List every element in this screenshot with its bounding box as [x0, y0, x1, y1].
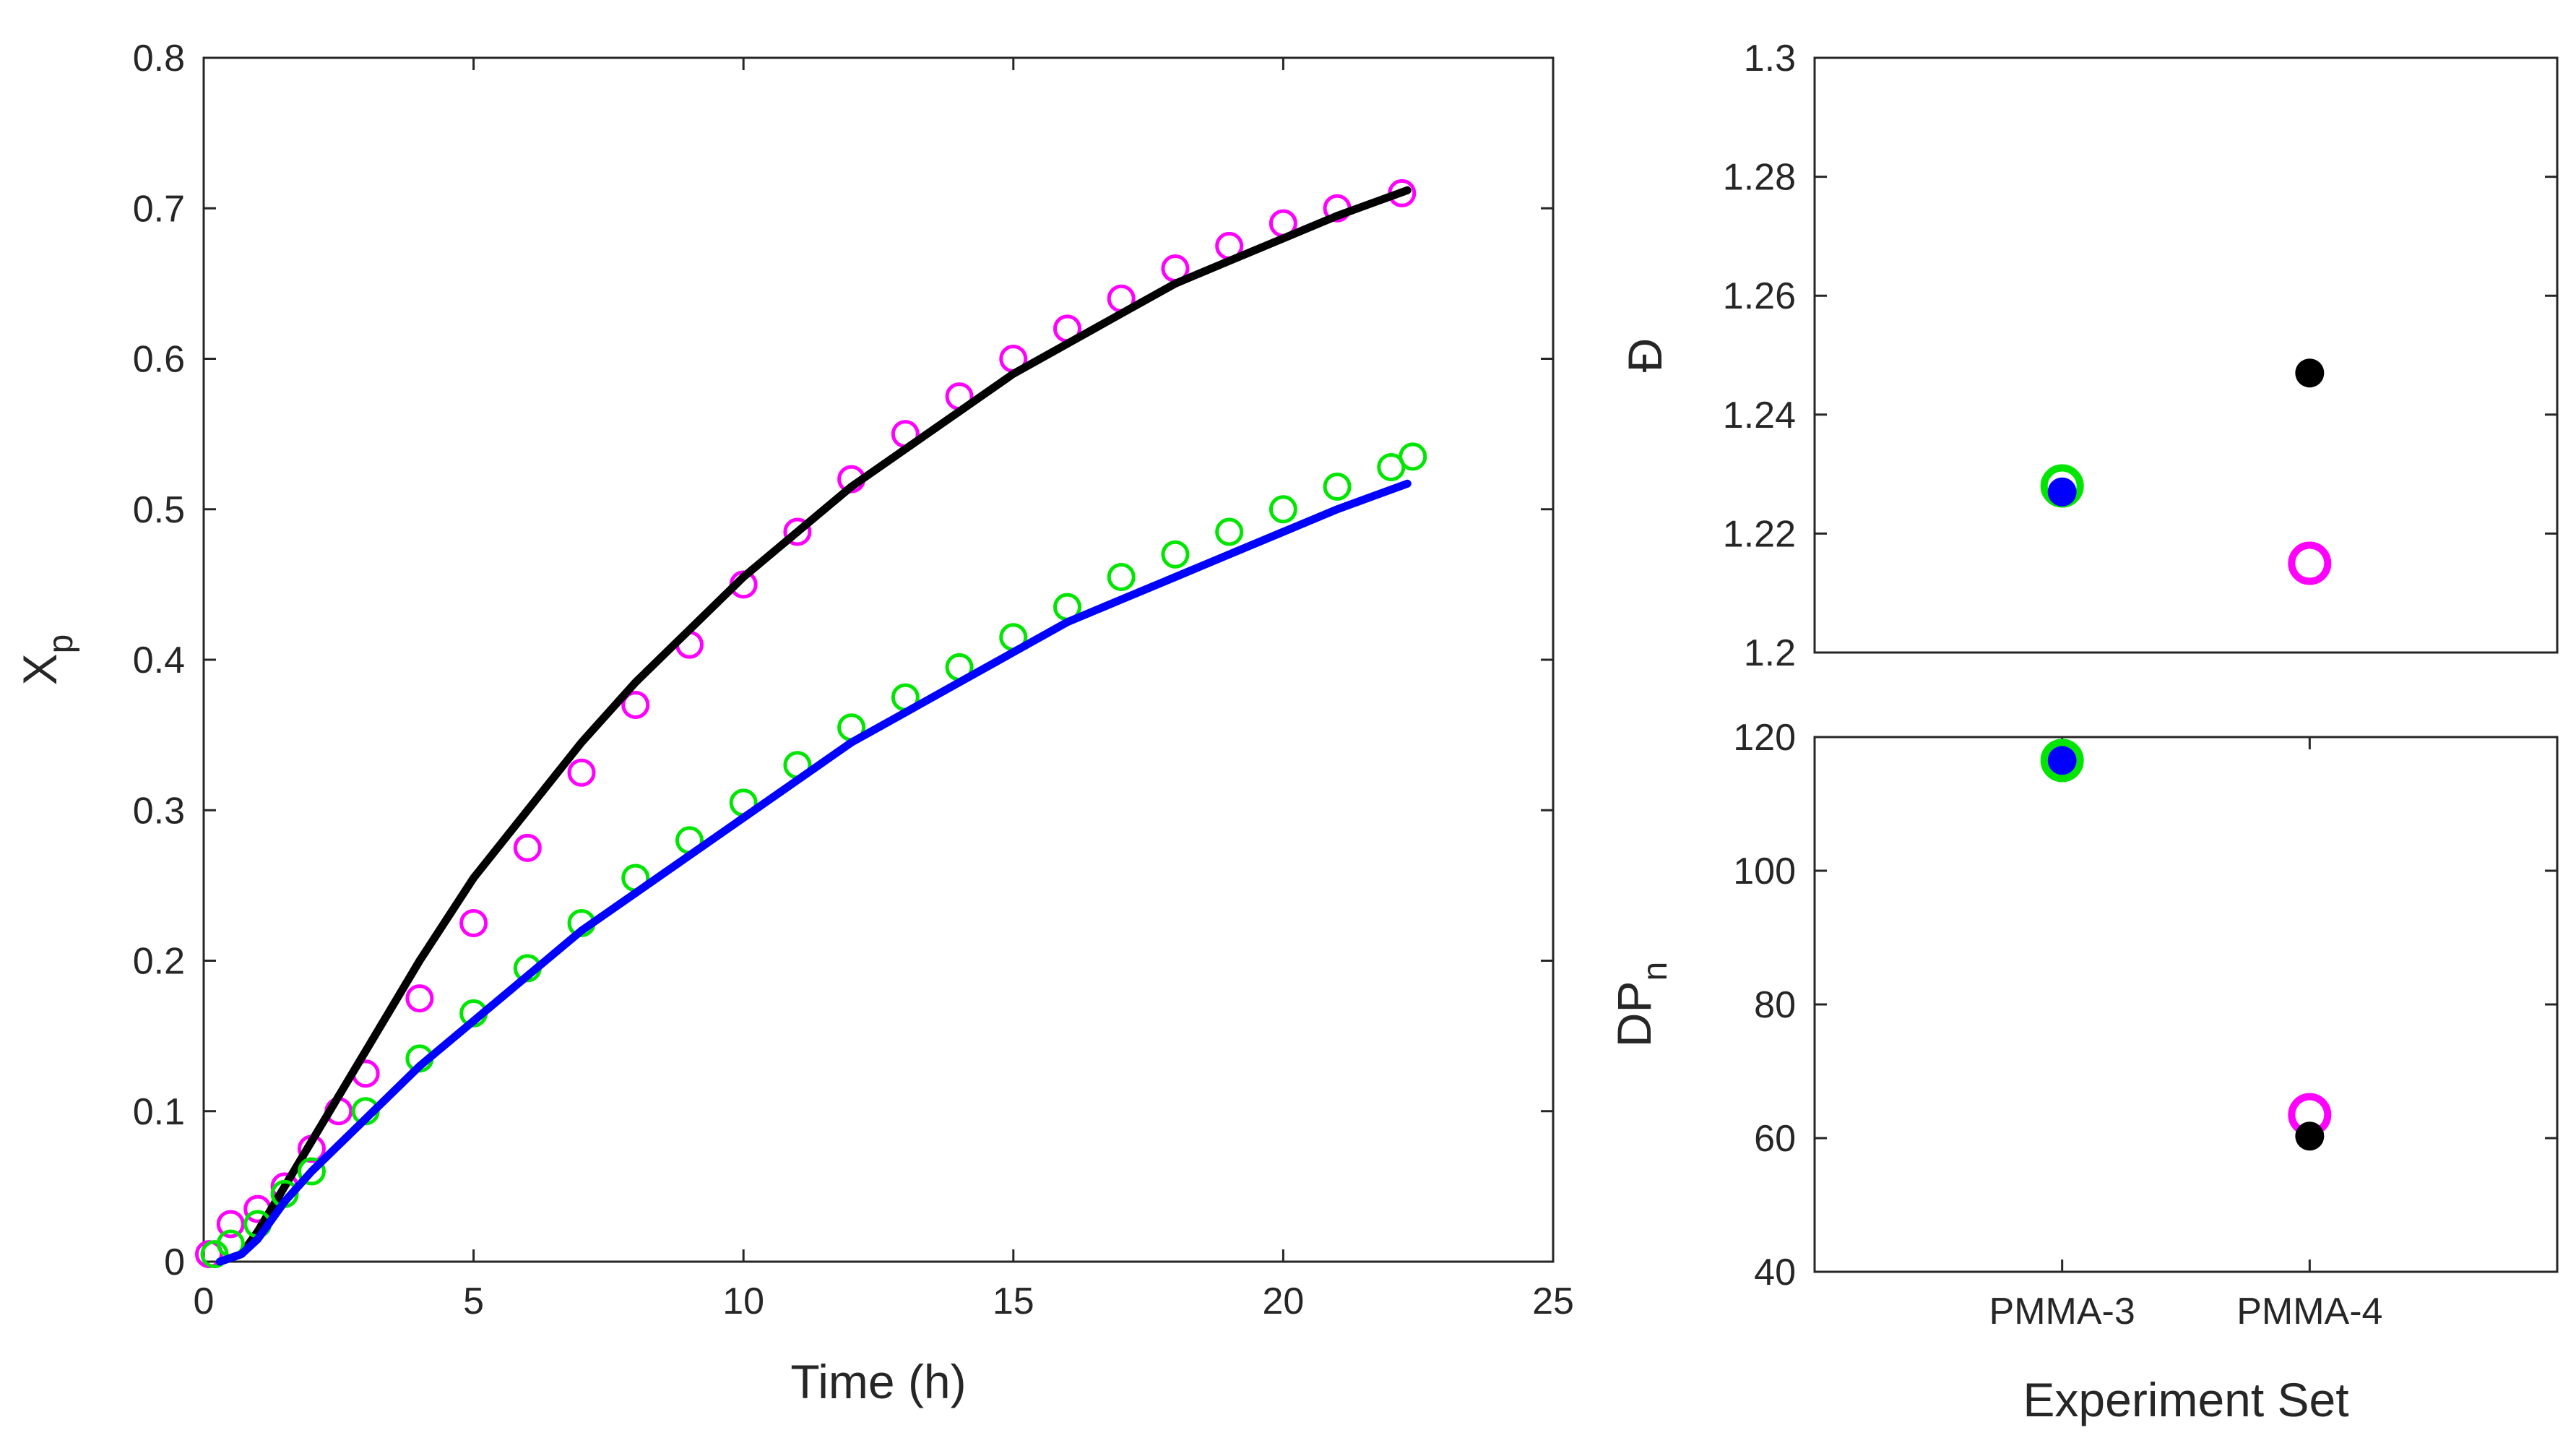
y-tick-label: 1.22 [1723, 513, 1796, 555]
series-pmma-4-model [2295, 358, 2325, 388]
y-tick-label: 1.24 [1723, 395, 1796, 436]
x-tick-label: 20 [1262, 1280, 1304, 1322]
data-point [621, 690, 650, 719]
y-tick-label: 0.2 [133, 941, 185, 983]
y-tick-label: 0 [164, 1241, 185, 1283]
y-tick-label: 100 [1733, 851, 1796, 892]
series-pmma-4-model [2295, 1121, 2325, 1151]
y-axis-label-main: X [13, 653, 66, 685]
data-point [513, 833, 542, 862]
y-tick-label: 0.4 [133, 640, 185, 681]
data-point [1161, 540, 1190, 569]
series-pmma-3-data [200, 442, 1427, 1269]
y-axis-label: Đ [1618, 338, 1672, 373]
data-point [783, 517, 812, 546]
series-pmma-3-exp [2040, 739, 2084, 783]
series-pmma-4-exp [2288, 541, 2332, 585]
x-axis-label: Experiment Set [2023, 1373, 2348, 1426]
chart-conversion: 0 0.1 0.2 0.3 0.4 0.5 0.6 0.7 0.8 0 5 10 15 20 25 Time … [13, 38, 1574, 1408]
y-axis-label-main: DP [1607, 981, 1661, 1048]
chart-dpn: 40 60 80 100 120 PMMA-3 PMMA-4 Experiment Set DP… [1607, 717, 2559, 1426]
x-tick-label: 0 [194, 1280, 215, 1322]
axes-box [1813, 56, 2559, 654]
data-point [216, 1210, 245, 1239]
y-tick-label: 0.5 [133, 489, 185, 531]
x-tick-label: PMMA-3 [1989, 1291, 2135, 1332]
y-axis-label-main: Đ [1618, 338, 1672, 373]
x-tick-label: 10 [722, 1280, 764, 1322]
data-point [405, 984, 434, 1013]
y-tick-label: 0.3 [133, 790, 185, 832]
data-point [2288, 541, 2332, 585]
y-tick-label: 40 [1754, 1252, 1796, 1293]
data-point [297, 1157, 326, 1186]
y-tick-label: 0.7 [133, 188, 185, 230]
x-axis-label: Time (h) [790, 1355, 966, 1408]
data-point [459, 908, 488, 937]
y-tick-label: 1.28 [1723, 157, 1796, 199]
data-point [2295, 358, 2325, 388]
series-pmma-3-model [215, 479, 1412, 1266]
y-tick-label: 120 [1733, 717, 1796, 759]
data-point [2047, 477, 2077, 507]
axes-box [1813, 736, 2559, 1273]
x-tick-label: 25 [1532, 1280, 1574, 1322]
data-point [2040, 739, 2084, 783]
y-axis-label-subscript: p [42, 634, 80, 654]
y-axis-label: DPn [1607, 962, 1674, 1047]
y-tick-label: 0.1 [133, 1091, 185, 1133]
data-point [1268, 495, 1297, 524]
series-pmma-3-model [2047, 746, 2077, 775]
data-point [2047, 746, 2077, 775]
data-point [1399, 442, 1427, 471]
y-tick-label: 60 [1754, 1118, 1796, 1160]
series-pmma-3-model [2047, 477, 2077, 507]
data-point [567, 758, 596, 787]
series-line [215, 186, 1412, 1266]
x-tick-label: PMMA-4 [2236, 1291, 2382, 1332]
series-pmma-4-model [215, 186, 1412, 1266]
y-tick-label: 1.3 [1744, 38, 1796, 79]
y-tick-label: 1.2 [1744, 632, 1796, 674]
x-tick-label: 5 [463, 1280, 484, 1322]
y-tick-label: 80 [1754, 984, 1796, 1026]
series-line [215, 479, 1412, 1266]
y-tick-label: 0.8 [133, 38, 185, 79]
y-axis-label-subscript: n [1636, 962, 1674, 981]
data-point [2295, 1121, 2325, 1151]
y-tick-label: 1.26 [1723, 275, 1796, 317]
data-point [1215, 517, 1244, 546]
y-tick-label: 0.6 [133, 339, 185, 381]
x-tick-label: 15 [993, 1280, 1034, 1322]
data-point [1107, 562, 1136, 591]
data-point [1323, 473, 1352, 501]
y-axis-label: Xp [13, 634, 80, 686]
chart-dispersity: 1.2 1.22 1.24 1.26 1.28 1.3 Đ [1618, 38, 2559, 674]
